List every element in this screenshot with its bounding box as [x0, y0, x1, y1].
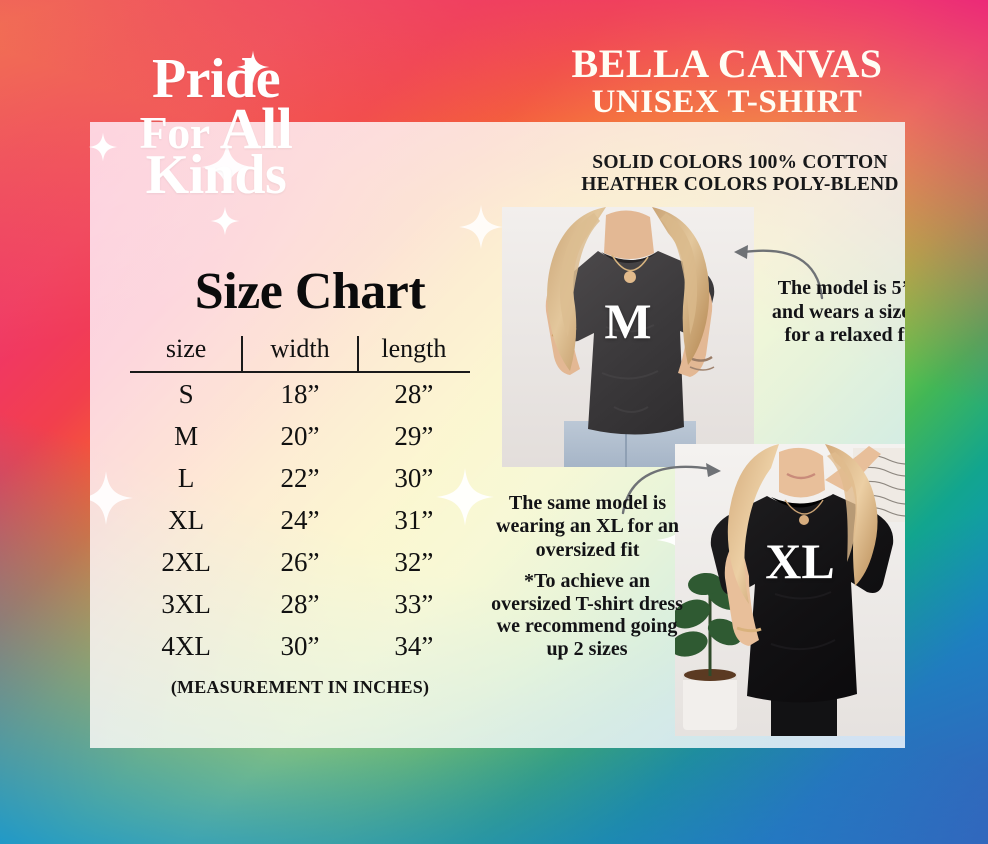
annotation-model-xl: The same model is wearing an XL for an o… [496, 492, 679, 561]
cell-length: 31” [394, 504, 434, 535]
fabric-note: SOLID COLORS 100% COTTON HEATHER COLORS … [530, 152, 905, 196]
brand-name: BELLA CANVAS [571, 41, 883, 86]
logo-for: For [139, 107, 220, 159]
sparkle-icon [90, 471, 133, 525]
table-row: 3XL 28” 33” [130, 583, 470, 625]
cell-size: 3XL [161, 588, 211, 619]
sparkle-icon [458, 204, 504, 250]
cell-size: 2XL [161, 546, 211, 577]
cell-length: 33” [394, 588, 434, 619]
logo-line-kinds: Kinds [145, 143, 287, 206]
brand-logo: Pride For All Kinds [86, 48, 346, 236]
product-header: BELLA CANVAS UNISEX T-SHIRT [492, 44, 962, 119]
cell-size: L [177, 462, 195, 493]
cell-length: 34” [394, 630, 434, 661]
measurement-note: (MEASUREMENT IN INCHES) [170, 677, 430, 697]
cell-length: 32” [394, 546, 434, 577]
cell-size: S [178, 378, 194, 409]
table-row: 4XL 30” 34” [130, 625, 470, 667]
cell-width: 28” [280, 588, 320, 619]
column-header-width: width [241, 332, 358, 373]
size-chart-table: size width length S 18” 28” M 20” 29” L 22” 30” X… [130, 332, 470, 667]
cell-length: 28” [394, 378, 434, 409]
cell-width: 26” [280, 546, 320, 577]
cell-width: 24” [280, 504, 320, 535]
cell-width: 30” [280, 630, 320, 661]
cell-length: 29” [394, 420, 434, 451]
cell-width: 18” [280, 378, 320, 409]
table-row: L 22” 30” [130, 457, 470, 499]
cell-width: 22” [280, 462, 320, 493]
table-row: XL 24” 31” [130, 499, 470, 541]
table-row: S 18” 28” [130, 372, 470, 415]
cell-length: 30” [394, 462, 434, 493]
size-label-xl: XL [765, 532, 835, 589]
table-header-row: size width length [130, 332, 470, 373]
column-header-length: length [356, 332, 470, 373]
table-row: 2XL 26” 32” [130, 541, 470, 583]
page-title: Size Chart [194, 263, 426, 320]
table-row: M 20” 29” [130, 415, 470, 457]
annotation-oversized-tip: *To achieve an oversized T-shirt dress w… [491, 570, 683, 660]
column-header-size: size [165, 334, 207, 363]
fabric-note-line2: HEATHER COLORS POLY-BLEND [581, 173, 899, 195]
annotation-model-m: The model is 5’6” and wears a size M for… [771, 277, 905, 347]
size-label-m: M [604, 293, 652, 350]
product-photo-size-m: M [502, 207, 754, 467]
cell-size: M [174, 420, 199, 451]
logo-line-for-all: For All [86, 100, 346, 158]
product-name: UNISEX T-SHIRT [591, 84, 863, 120]
cell-width: 20” [280, 420, 320, 451]
cell-size: XL [168, 504, 205, 535]
product-photo-size-xl: XL [675, 444, 905, 736]
fabric-note-line1: SOLID COLORS 100% COTTON [592, 152, 888, 173]
cell-size: 4XL [161, 630, 211, 661]
logo-line-pride: Pride [151, 48, 281, 110]
